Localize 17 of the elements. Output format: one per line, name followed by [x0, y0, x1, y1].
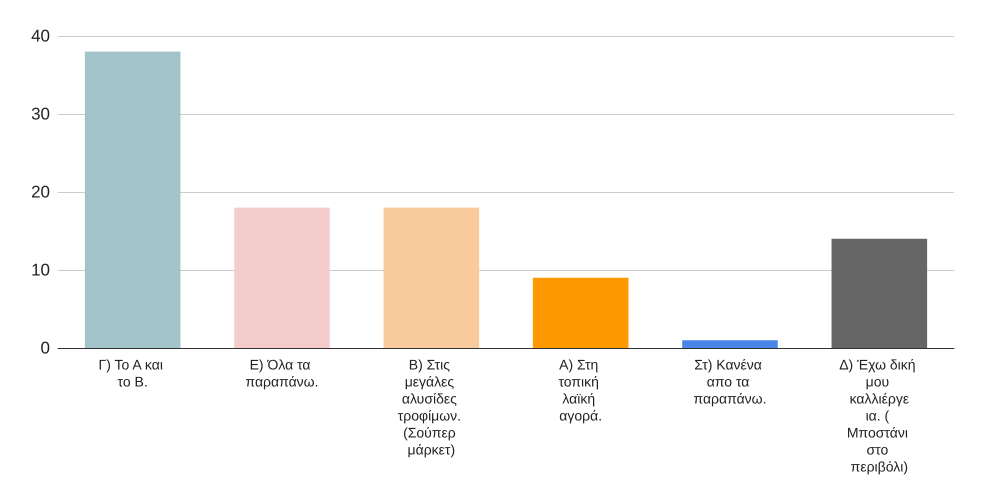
y-tick-label: 10	[31, 260, 50, 280]
bar	[384, 208, 480, 348]
bar	[682, 340, 778, 348]
x-tick-label: Στ) Κανένα απο τα παραπάνω.	[694, 356, 766, 406]
y-tick-label: 0	[40, 338, 50, 358]
x-tick-label: Γ) Το Α και το Β.	[98, 356, 167, 390]
y-tick-label: 20	[31, 182, 50, 202]
bar	[532, 278, 628, 348]
y-tick-label: 30	[31, 104, 50, 124]
bar	[84, 52, 180, 348]
x-tick-label: Δ) Έχω δική μου καλλιέργεια. ( Μποστάνι στο περιβόλι)	[839, 356, 920, 474]
x-tick-label: Β) Στις μεγάλες αλυσίδες τροφίμων. (Σούπερ μάρκετ)	[398, 356, 465, 458]
bar	[234, 208, 330, 348]
x-tick-label: Α) Στη τοπική λαϊκή αγορά.	[558, 356, 603, 424]
y-tick-label: 40	[31, 26, 50, 46]
bar	[832, 238, 928, 348]
x-tick-label: Ε) Όλα τα παραπάνω.	[246, 356, 318, 390]
